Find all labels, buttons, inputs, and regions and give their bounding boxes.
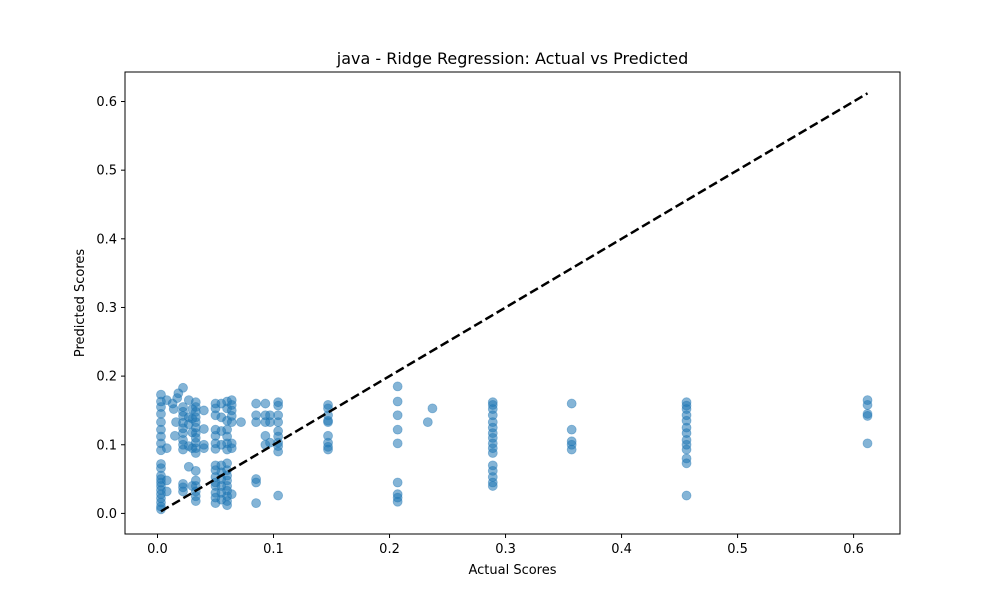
data-point — [198, 424, 209, 434]
data-point — [236, 417, 246, 428]
y-tick-label: 0.6 — [96, 95, 117, 110]
data-point — [323, 444, 333, 455]
data-point — [161, 475, 172, 486]
data-point — [427, 403, 438, 414]
x-axis-label: Actual Scores — [468, 563, 556, 578]
data-point — [862, 400, 873, 410]
data-point — [169, 430, 180, 441]
data-point — [226, 417, 237, 428]
data-point — [681, 490, 692, 501]
data-point — [392, 477, 403, 488]
chart-title: java - Ridge Regression: Actual vs Predi… — [336, 49, 688, 68]
data-point — [226, 443, 237, 454]
x-tick-label: 0.2 — [379, 542, 400, 557]
x-tick-label: 0.0 — [147, 542, 168, 557]
data-point — [190, 448, 201, 458]
data-point — [198, 405, 209, 416]
data-point — [681, 458, 692, 469]
data-point — [178, 486, 188, 497]
data-point — [226, 489, 237, 500]
x-tick-label: 0.4 — [611, 542, 632, 557]
data-point — [487, 448, 498, 458]
data-point — [566, 398, 577, 409]
data-point — [566, 424, 577, 435]
data-point — [862, 411, 873, 421]
data-point — [487, 481, 498, 491]
data-point — [265, 437, 275, 448]
data-point — [273, 446, 284, 457]
data-point — [273, 490, 284, 501]
x-tick-label: 0.5 — [727, 542, 748, 557]
data-point — [273, 417, 284, 428]
reference-line-layer — [160, 92, 869, 513]
data-point — [392, 438, 403, 449]
data-point — [222, 500, 233, 511]
data-point — [198, 443, 209, 454]
data-point — [265, 417, 275, 428]
data-point — [161, 486, 172, 497]
x-tick-label: 0.6 — [843, 542, 864, 557]
data-point — [681, 444, 692, 455]
y-tick-label: 0.4 — [96, 232, 117, 247]
data-point — [566, 444, 577, 455]
x-axis-ticks: 0.0 0.1 0.2 0.3 0.4 0.5 0.6 — [147, 534, 864, 557]
data-point — [392, 410, 403, 421]
y-tick-label: 0.0 — [96, 507, 117, 522]
data-point — [273, 400, 284, 411]
data-point — [251, 477, 262, 488]
data-point — [161, 443, 172, 454]
y-tick-label: 0.2 — [96, 370, 117, 385]
x-tick-label: 0.3 — [495, 542, 516, 557]
data-point — [178, 382, 188, 393]
data-point — [323, 417, 333, 428]
data-point — [168, 404, 179, 414]
data-point — [392, 424, 403, 435]
data-point — [260, 398, 271, 409]
data-point — [183, 461, 194, 472]
data-point — [251, 498, 262, 509]
data-point — [251, 398, 262, 409]
data-point — [190, 496, 201, 506]
plot-area-frame — [124, 71, 901, 535]
data-point — [251, 417, 262, 428]
y-tick-label: 0.5 — [96, 164, 117, 179]
perfect-prediction-line — [160, 92, 869, 513]
data-point — [392, 496, 403, 507]
data-point — [190, 465, 201, 476]
data-point — [422, 417, 433, 428]
y-tick-label: 0.3 — [96, 301, 117, 316]
data-point — [862, 438, 873, 449]
x-tick-label: 0.1 — [263, 542, 284, 557]
y-axis-ticks: 0.0 0.1 0.2 0.3 0.4 0.5 0.6 — [96, 95, 125, 522]
y-tick-label: 0.1 — [96, 438, 117, 453]
data-point — [392, 396, 403, 407]
y-axis-label: Predicted Scores — [73, 249, 88, 358]
data-point — [156, 408, 166, 419]
points-layer — [156, 381, 873, 515]
data-point — [392, 381, 403, 392]
